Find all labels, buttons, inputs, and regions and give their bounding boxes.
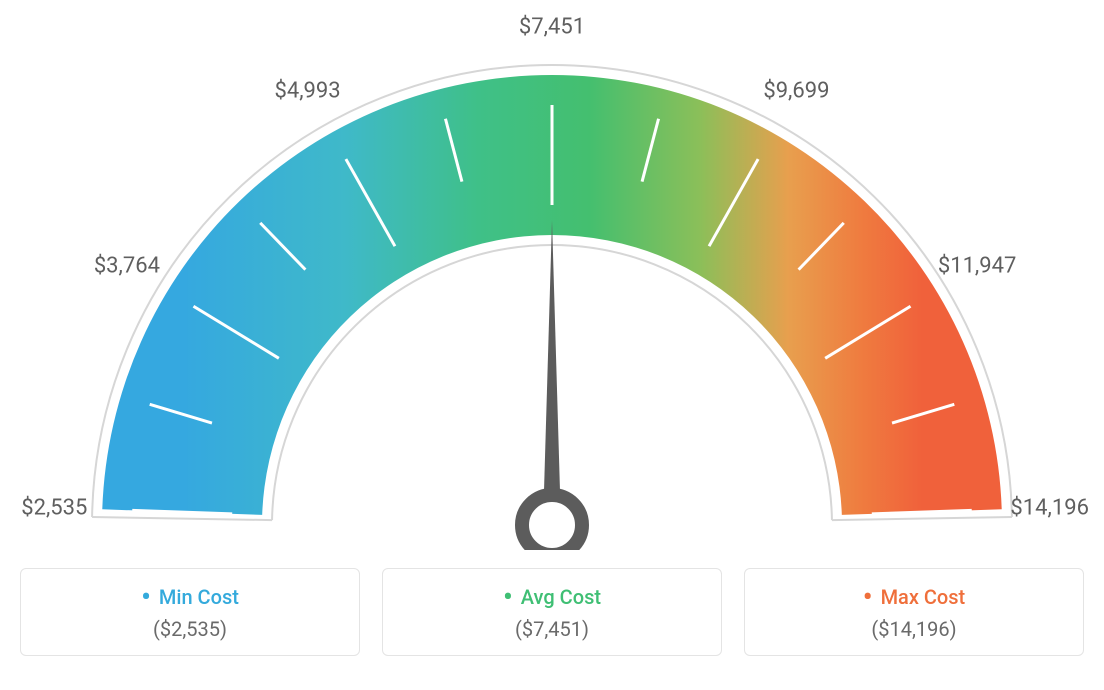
legend-card-max: Max Cost ($14,196) (744, 568, 1084, 656)
legend-row: Min Cost ($2,535) Avg Cost ($7,451) Max … (20, 568, 1084, 656)
gauge-chart: $2,535$3,764$4,993$7,451$9,699$11,947$14… (20, 20, 1084, 550)
gauge-tick-label: $14,196 (1010, 495, 1089, 520)
legend-max-title: Max Cost (755, 585, 1073, 609)
legend-min-value: ($2,535) (31, 617, 349, 641)
gauge-tick-label: $11,947 (938, 253, 1017, 278)
legend-card-min: Min Cost ($2,535) (20, 568, 360, 656)
legend-avg-value: ($7,451) (393, 617, 711, 641)
legend-card-avg: Avg Cost ($7,451) (382, 568, 722, 656)
cost-gauge-widget: $2,535$3,764$4,993$7,451$9,699$11,947$14… (20, 20, 1084, 656)
legend-avg-title: Avg Cost (393, 585, 711, 609)
gauge-tick-label: $2,535 (21, 495, 87, 520)
gauge-tick-label: $7,451 (519, 15, 585, 40)
gauge-tick-label: $4,993 (275, 79, 341, 104)
legend-min-title: Min Cost (31, 585, 349, 609)
gauge-tick-label: $9,699 (763, 79, 829, 104)
gauge-tick-label: $3,764 (94, 253, 160, 278)
legend-max-value: ($14,196) (755, 617, 1073, 641)
